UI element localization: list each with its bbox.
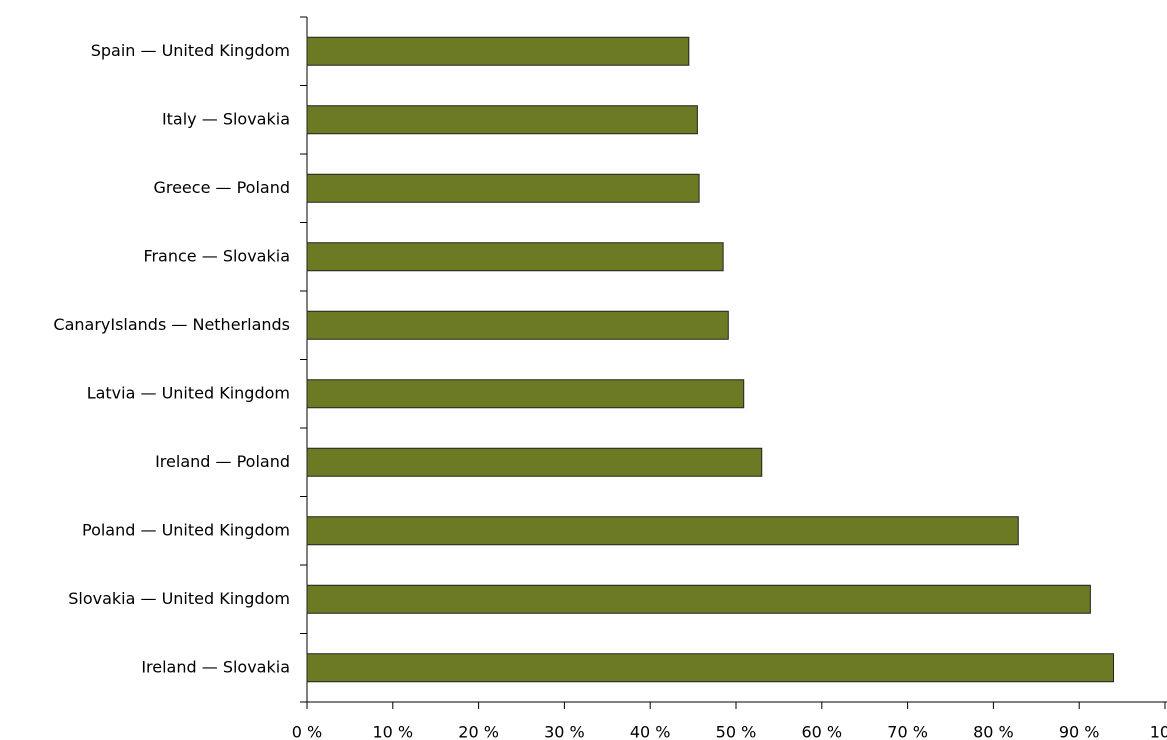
y-tick-label: Poland — United Kingdom [82, 520, 290, 539]
x-tick-label: 0 % [292, 723, 322, 740]
x-tick-label: 50 % [716, 723, 757, 740]
bar [306, 36, 690, 66]
bar [306, 310, 729, 340]
bar [306, 516, 1019, 546]
x-tick-label: 70 % [887, 723, 928, 740]
bar [306, 653, 1115, 683]
x-tick-label: 20 % [458, 723, 499, 740]
bar [306, 379, 745, 409]
bar [306, 447, 763, 477]
x-tick-label: 90 % [1059, 723, 1100, 740]
x-tick-label: 60 % [801, 723, 842, 740]
bar [306, 242, 724, 272]
bar [306, 173, 700, 203]
y-tick-label: Greece — Poland [153, 178, 290, 197]
bar [306, 105, 698, 135]
y-tick-label: Slovakia — United Kingdom [68, 589, 290, 608]
y-tick-label: France — Slovakia [143, 246, 290, 265]
x-tick-label: 40 % [630, 723, 671, 740]
x-tick-label: 100 [1150, 723, 1167, 740]
x-tick-label: 10 % [372, 723, 413, 740]
y-tick-label: Latvia — United Kingdom [87, 383, 290, 402]
x-tick-label: 80 % [973, 723, 1014, 740]
y-tick-label: Ireland — Poland [155, 452, 290, 471]
y-tick-label: Italy — Slovakia [162, 109, 290, 128]
y-tick-label: Spain — United Kingdom [91, 41, 290, 60]
bar [306, 584, 1091, 614]
x-tick-label: 30 % [544, 723, 585, 740]
y-tick-label: Ireland — Slovakia [141, 657, 290, 676]
y-tick-label: CanaryIslands — Netherlands [53, 315, 290, 334]
